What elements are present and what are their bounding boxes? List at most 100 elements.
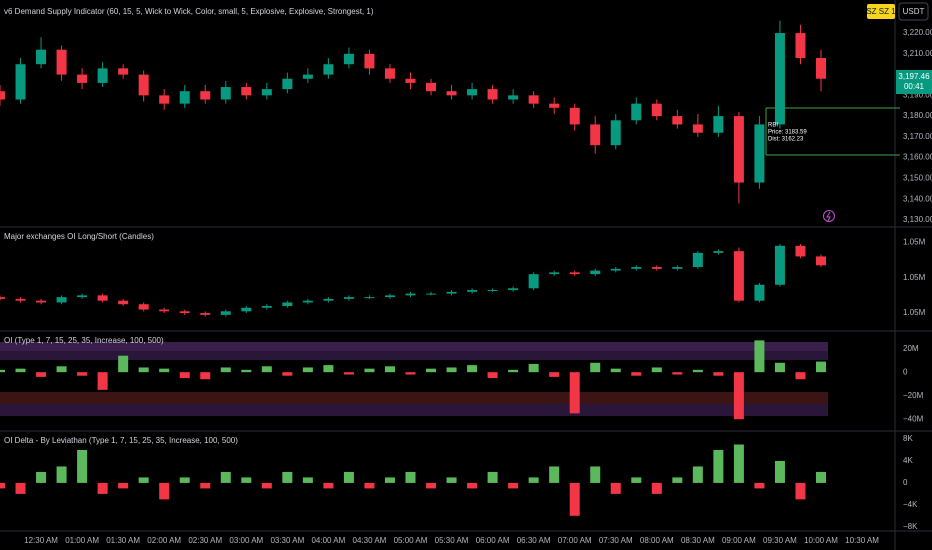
bar xyxy=(549,372,560,377)
y-tick-label: 1.05M xyxy=(903,308,926,317)
bar xyxy=(692,369,703,373)
band xyxy=(0,392,828,404)
x-tick-label: 06:30 AM xyxy=(517,536,551,545)
candle-body xyxy=(467,290,478,292)
x-tick-label: 07:00 AM xyxy=(558,536,592,545)
x-tick-label: 10:30 AM xyxy=(845,536,879,545)
bar xyxy=(713,450,724,483)
y-tick-label: 3,160.00 xyxy=(903,153,932,162)
bar xyxy=(487,372,498,379)
bar xyxy=(549,466,560,483)
bar xyxy=(220,367,231,373)
candle-body xyxy=(816,57,826,79)
bar xyxy=(261,482,272,489)
bar xyxy=(282,471,293,483)
bar xyxy=(487,471,498,483)
candle-body xyxy=(97,68,108,83)
candle-body xyxy=(487,290,498,292)
bar xyxy=(733,444,744,483)
bar xyxy=(590,466,601,483)
x-tick-label: 05:00 AM xyxy=(394,536,428,545)
y-tick-label: 0 xyxy=(903,367,908,376)
y-tick-label: 1.05M xyxy=(903,273,926,282)
candle-body xyxy=(610,120,621,146)
pane-title: OI Delta - By Leviathan (Type 1, 7, 15, … xyxy=(4,436,238,445)
candle-body xyxy=(15,298,26,301)
candle-body xyxy=(138,304,149,310)
event-icon[interactable] xyxy=(823,210,835,222)
badge[interactable] xyxy=(867,4,895,19)
annotation: Price: 3183.59 xyxy=(768,130,807,136)
candle-body xyxy=(713,116,724,133)
x-tick-label: 06:00 AM xyxy=(476,536,510,545)
candle-body xyxy=(179,91,190,104)
x-tick-label: 04:00 AM xyxy=(311,536,345,545)
bar xyxy=(426,482,437,489)
bar xyxy=(15,482,26,494)
candle-body xyxy=(467,89,478,96)
bar xyxy=(467,482,478,489)
bar xyxy=(446,367,457,373)
bar xyxy=(56,466,67,483)
x-tick-label: 03:30 AM xyxy=(270,536,304,545)
candle-body xyxy=(692,124,703,133)
bar xyxy=(610,482,621,494)
candle-body xyxy=(36,49,47,65)
y-tick-label: 20M xyxy=(903,344,919,353)
candle-body xyxy=(672,267,683,269)
candle-body xyxy=(487,89,498,100)
bar xyxy=(77,450,88,483)
bar xyxy=(569,372,580,414)
bar xyxy=(302,367,313,373)
candle-body xyxy=(220,87,231,100)
currency-button[interactable] xyxy=(898,2,929,21)
y-tick-label: 1.05M xyxy=(903,237,926,246)
bar xyxy=(774,362,785,373)
candle-body xyxy=(692,252,703,268)
candle-body xyxy=(549,272,560,275)
y-tick-label: 3,190.00 xyxy=(903,90,932,99)
price-label-box xyxy=(896,70,932,94)
candle-body xyxy=(56,49,67,75)
x-tick-label: 04:30 AM xyxy=(353,536,387,545)
x-tick-label: 07:30 AM xyxy=(599,536,633,545)
candle-body xyxy=(97,295,108,301)
y-tick-label: 3,180.00 xyxy=(903,111,932,120)
bar xyxy=(118,355,129,373)
bar xyxy=(261,366,272,373)
candle-body xyxy=(343,297,354,299)
candle-body xyxy=(282,302,293,306)
candle-body xyxy=(282,78,293,90)
band xyxy=(0,404,828,416)
pane-title: Major exchanges OI Long/Short (Candles) xyxy=(4,232,154,241)
candle-body xyxy=(302,300,313,303)
x-tick-label: 02:30 AM xyxy=(188,536,222,545)
bar xyxy=(0,369,5,373)
band xyxy=(0,342,828,351)
bar xyxy=(713,372,724,376)
y-tick-label: 3,220.00 xyxy=(903,28,932,37)
x-tick-label: 08:00 AM xyxy=(640,536,674,545)
bar xyxy=(816,471,826,483)
candle-body xyxy=(77,74,88,83)
annotation: RBI xyxy=(768,123,778,129)
bar xyxy=(446,477,457,483)
bar xyxy=(426,368,437,373)
y-tick-label: −4K xyxy=(903,500,918,509)
bar xyxy=(159,482,170,500)
bar xyxy=(405,471,416,483)
candle-body xyxy=(569,272,580,275)
bar xyxy=(302,477,313,483)
candle-body xyxy=(733,116,744,183)
bar xyxy=(384,477,395,483)
candle-body xyxy=(446,291,457,294)
pane-title: v6 Demand Supply Indicator (60, 15, 5, W… xyxy=(4,7,374,16)
candle-body xyxy=(631,267,642,269)
candle-body xyxy=(343,53,354,65)
bar xyxy=(97,372,108,390)
candle-body xyxy=(590,124,601,146)
candle-body xyxy=(138,74,149,96)
bar xyxy=(364,482,375,489)
bar xyxy=(610,368,621,373)
